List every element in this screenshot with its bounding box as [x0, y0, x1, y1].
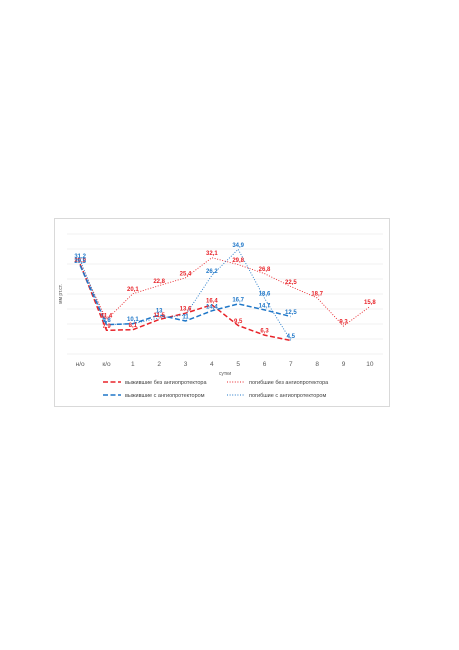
x-tick-label: к/о [102, 361, 111, 368]
legend-label: погибшие с ангиопротектором [249, 393, 326, 399]
legend: выжившие без ангиопротектора погибшие без… [103, 380, 329, 399]
x-tick-label: 10 [366, 361, 374, 368]
x-tick-label: 1 [131, 361, 135, 368]
series-line [79, 265, 292, 326]
y-axis-title: мм рт.ст. [58, 284, 64, 304]
x-tick-label: 2 [157, 361, 161, 368]
data-label: 13,6 [180, 307, 192, 313]
data-label: 6,3 [260, 329, 269, 335]
series-line [79, 257, 371, 327]
data-label: 31,2 [74, 254, 86, 260]
data-label: 22,8 [153, 279, 165, 285]
data-label: 10,1 [127, 317, 139, 323]
x-axis-ticks: н/о к/о 1 2 3 4 5 6 7 8 9 10 [76, 361, 374, 368]
data-label: 15,8 [364, 300, 376, 306]
data-label: 8,1 [129, 323, 138, 329]
legend-label: выжившие с ангиопротектором [125, 393, 205, 399]
data-label: 7,9 [102, 324, 111, 330]
data-label: 16,7 [232, 297, 244, 303]
x-tick-label: н/о [76, 361, 85, 368]
legend-item: погибшие без ангиопротектора [227, 380, 329, 386]
x-tick-label: 5 [236, 361, 240, 368]
x-tick-label: 4 [210, 361, 214, 368]
data-label: 34,9 [232, 243, 244, 249]
data-label: 9,5 [234, 319, 243, 325]
data-label: 13 [156, 309, 163, 315]
data-label: 11 [182, 315, 189, 321]
data-label: 26,8 [259, 267, 271, 273]
data-label: 9,8 [102, 318, 111, 324]
data-label: 22,5 [285, 280, 297, 286]
series-line [79, 248, 292, 341]
x-tick-label: 9 [342, 361, 346, 368]
data-label: 18,6 [259, 292, 271, 298]
legend-item: выжившие без ангиопротектора [103, 380, 207, 386]
gridlines [67, 233, 383, 355]
legend-item: выжившие с ангиопротектором [103, 393, 205, 399]
data-label: 25,4 [180, 271, 192, 277]
data-label: 14,4 [206, 304, 218, 310]
legend-label: погибшие без ангиопротектора [249, 380, 329, 386]
data-label: 16,4 [206, 298, 218, 304]
x-tick-label: 8 [315, 361, 319, 368]
chart-container: мм рт.ст. 29,9 7,9 8,1 11,5 13,6 16,4 9,5 6,3 11… [54, 218, 390, 407]
x-tick-label: 6 [263, 361, 267, 368]
data-label: 11,5 [153, 313, 165, 319]
x-tick-label: 3 [184, 361, 188, 368]
data-label: 11,4 [101, 313, 113, 319]
series-lines [79, 248, 371, 342]
series-line [79, 264, 291, 342]
data-label: 29,8 [232, 258, 244, 264]
data-label: 20,1 [127, 287, 139, 293]
data-label: 29,9 [74, 258, 86, 264]
x-tick-label: 7 [289, 361, 293, 368]
data-label: 26,2 [206, 269, 218, 275]
data-label: 9,3 [339, 320, 348, 326]
data-label: 14,7 [259, 303, 271, 309]
x-axis-title: сутки [219, 371, 231, 377]
data-labels: 29,9 7,9 8,1 11,5 13,6 16,4 9,5 6,3 11,4 20,1 22,8… [74, 243, 376, 340]
line-chart: мм рт.ст. 29,97,9 8,111,513,616,49,56,311… [58, 233, 383, 399]
data-label: 18,7 [311, 291, 323, 297]
data-label: 12,5 [285, 310, 297, 316]
data-label: 4,5 [287, 334, 296, 340]
legend-label: выжившие без ангиопротектора [125, 380, 207, 386]
data-label: 32,1 [206, 251, 218, 257]
legend-item: погибшие с ангиопротектором [227, 393, 326, 399]
data-label: 29,5 [74, 259, 86, 265]
